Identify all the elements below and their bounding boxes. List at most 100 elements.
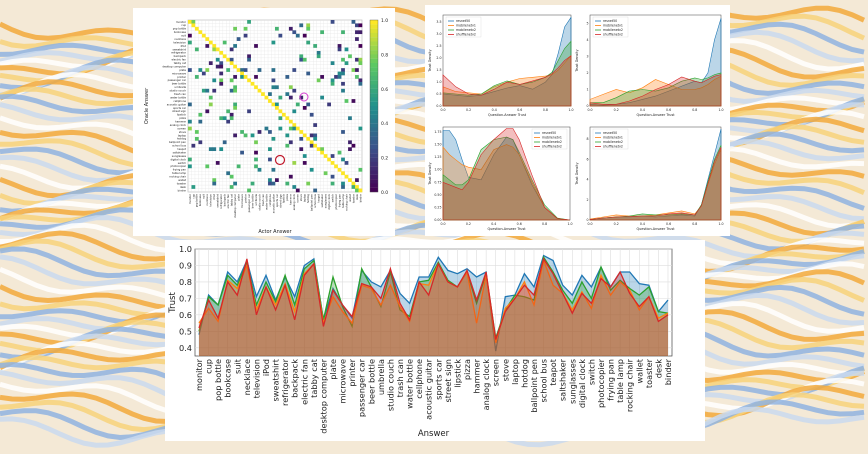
x-tick-label: backpack — [290, 359, 300, 398]
colorbar-segment — [370, 54, 378, 59]
colorbar-tick: 0.2 — [381, 156, 388, 162]
x-axis-label: Question-Answer Trust — [636, 113, 675, 117]
colorbar-segment — [370, 114, 378, 119]
heatmap-cell — [316, 54, 321, 59]
heatmap-cell — [240, 71, 244, 76]
heatmap-cell — [254, 140, 258, 145]
heatmap-cell — [212, 78, 217, 83]
legend-box — [445, 16, 482, 38]
y-tick-label: necklace — [175, 37, 187, 41]
heatmap-cell — [247, 109, 251, 114]
x-tick-label: passenger car — [248, 193, 251, 212]
heatmap-cell — [271, 167, 276, 172]
x-tick-label: photocopier — [334, 193, 338, 209]
heatmap-cell — [288, 119, 293, 124]
x-tick-label: 0.8 — [543, 108, 548, 112]
colorbar-tick: 0.8 — [381, 52, 388, 58]
heatmap-cell — [188, 164, 192, 169]
heatmap-cell — [271, 102, 276, 107]
heatmap-cell — [205, 44, 210, 48]
y-tick-label: screen — [177, 127, 186, 130]
heatmap-cell — [295, 126, 300, 131]
heatmap-cell — [285, 75, 290, 79]
heatmap-cell — [302, 154, 307, 158]
heatmap-cell — [233, 102, 238, 107]
heatmap-cell — [257, 88, 262, 93]
x-tick-label: school bus — [539, 359, 549, 403]
heatmap-cell — [188, 119, 192, 124]
x-tick-label: 0.4 — [491, 222, 496, 226]
heatmap-cell — [337, 44, 342, 48]
heatmap-cell — [358, 81, 363, 86]
y-tick-label: 0.75 — [434, 180, 441, 184]
heatmap-cell — [316, 147, 321, 152]
heatmap-cell — [275, 178, 279, 182]
x-tick-label: hammer — [472, 358, 482, 393]
y-tick-label: 1.25 — [434, 155, 441, 159]
heatmap-cell — [264, 126, 269, 131]
x-tick-label: cellphone — [414, 359, 424, 399]
colorbar-segment — [370, 63, 378, 68]
heatmap-cell — [233, 75, 238, 79]
heatmap-cell — [191, 185, 196, 189]
heatmap-cell — [288, 26, 293, 31]
x-tick-label: hammer — [289, 193, 293, 205]
heatmap-cell — [337, 71, 342, 76]
y-tick-label: teapot — [178, 147, 186, 151]
y-tick-label: 1.75 — [434, 130, 441, 134]
heatmap-cell — [306, 71, 311, 76]
x-tick-label: acoustic guitar — [271, 193, 275, 213]
heatmap-cell — [188, 126, 192, 131]
x-tick-label: pizza — [285, 194, 289, 201]
x-tick-label: trash can — [395, 359, 405, 397]
x-tick-label: wallet — [348, 194, 352, 202]
heatmap-cell — [257, 68, 262, 72]
heatmap-cell — [219, 78, 224, 83]
x-tick-label: 0.2 — [614, 222, 619, 226]
colorbar-segment — [370, 28, 378, 33]
heatmap-cell — [236, 37, 241, 41]
y-tick-label: hammer — [175, 120, 187, 124]
x-tick-label: suit — [232, 358, 242, 374]
y-axis-label: Oracle Answer — [144, 87, 150, 124]
x-tick-label: cup — [204, 359, 214, 374]
heatmap-cell — [240, 130, 244, 134]
x-tick-label: tabby cat — [230, 194, 234, 206]
x-tick-label: television — [251, 359, 261, 398]
heatmap-cell — [194, 47, 199, 52]
heatmap-cell — [355, 23, 359, 28]
x-tick-label: binder — [358, 193, 362, 202]
heatmap-cell — [295, 33, 300, 38]
heatmap-cell — [330, 154, 335, 158]
heatmap-cell — [313, 123, 318, 127]
heatmap-cell — [292, 161, 297, 165]
heatmap-cell — [348, 178, 352, 182]
x-tick-label: 0.0 — [587, 222, 592, 226]
x-tick-label: 1.0 — [568, 108, 573, 112]
x-tick-label: rocking chair — [625, 358, 635, 412]
heatmap-cell — [219, 61, 224, 66]
y-tick-label: sunglasses — [172, 154, 187, 158]
heatmap-cell — [208, 61, 213, 66]
y-tick-label: iPod — [181, 44, 187, 48]
heatmap-cell — [313, 143, 318, 148]
heatmap-cell — [330, 20, 335, 24]
heatmap-cell — [229, 185, 234, 189]
colorbar-segment — [370, 110, 378, 115]
y-tick-label: pizza — [179, 116, 186, 120]
heatmap-cell — [201, 88, 206, 93]
x-tick-label: street sign — [278, 194, 282, 208]
colorbar-segment — [370, 80, 378, 85]
y-tick-label: 3 — [586, 54, 588, 58]
legend-label: mobilenetv1 — [603, 24, 623, 28]
heatmap-cell — [355, 185, 359, 189]
heatmap-cell — [198, 30, 203, 35]
x-tick-label: sweatshirt — [216, 194, 220, 207]
x-axis-label: Question-Answer Trust — [636, 227, 675, 231]
heatmap-cell — [268, 99, 272, 103]
x-axis-label: Question-Answer Trust — [487, 227, 526, 231]
y-tick-label: bookcase — [174, 30, 187, 34]
colorbar-segment — [370, 123, 378, 128]
heatmap-cell — [299, 54, 304, 59]
heatmap-cell — [215, 57, 220, 62]
